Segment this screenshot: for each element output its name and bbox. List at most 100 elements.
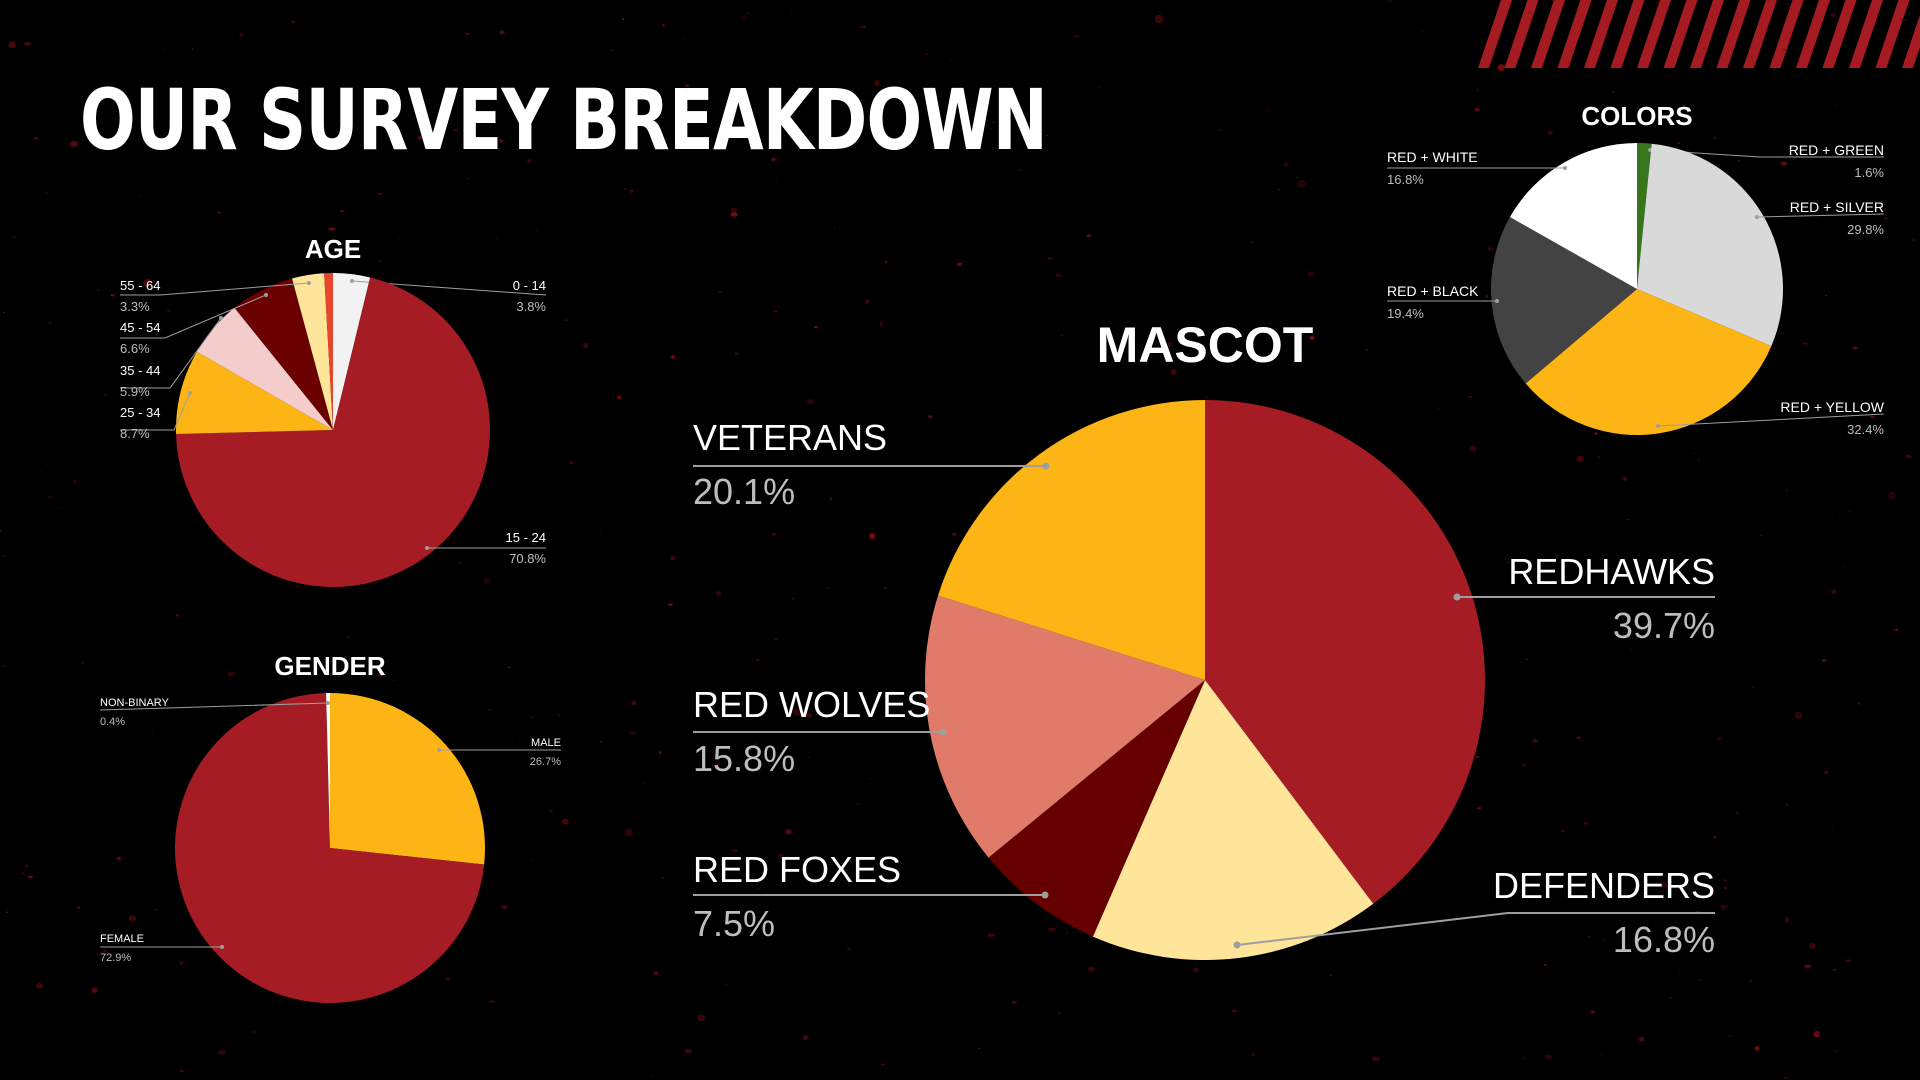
speckle	[1714, 136, 1716, 139]
speckle	[1204, 395, 1208, 398]
speckle	[1306, 1035, 1308, 1037]
mascot-leader-dot	[939, 728, 947, 736]
stripe	[1716, 0, 1751, 68]
speckle	[834, 662, 836, 664]
mascot-slice-red-wolves	[925, 595, 1205, 858]
speckle	[70, 146, 72, 148]
speckle	[483, 577, 490, 585]
stripe	[1531, 0, 1565, 68]
speckle	[151, 732, 154, 733]
speckle	[1047, 927, 1057, 932]
stripe	[1875, 0, 1910, 68]
mascot-slice-redhawks	[1205, 400, 1485, 904]
mascot-slice-label: REDHAWKS	[1508, 551, 1715, 592]
speckle	[1785, 803, 1789, 806]
speckle	[166, 308, 171, 313]
speckle	[1900, 18, 1907, 22]
gender-slice-label: MALE	[531, 737, 561, 749]
speckle	[1838, 517, 1840, 519]
speckle	[1713, 835, 1716, 839]
speckle	[564, 319, 568, 321]
speckle	[148, 438, 150, 440]
speckle	[23, 42, 31, 46]
speckle	[1911, 237, 1916, 242]
speckle	[1469, 445, 1477, 452]
speckle	[467, 178, 470, 180]
speckle	[950, 59, 953, 62]
speckle	[1102, 153, 1104, 155]
speckle	[668, 603, 673, 606]
age-leader-line	[120, 392, 191, 431]
speckle	[1507, 561, 1511, 564]
age-slice-label: 15 - 24	[506, 530, 546, 545]
gender-slice-label: NON-BINARY	[100, 697, 170, 709]
speckle	[1526, 658, 1528, 661]
speckle	[1091, 948, 1094, 949]
speckle	[399, 237, 401, 239]
speckle	[81, 661, 85, 665]
speckle	[402, 650, 405, 652]
speckle	[104, 47, 107, 49]
speckle	[1307, 271, 1315, 277]
speckle	[773, 310, 778, 313]
age-leader-dot	[425, 546, 429, 550]
speckle	[1728, 1034, 1732, 1038]
speckle	[1735, 811, 1739, 814]
corner-stripes	[1478, 0, 1920, 68]
speckle	[857, 340, 860, 343]
gender-leader-line	[99, 702, 329, 711]
speckle	[1532, 738, 1538, 743]
mascot-slice-label: DEFENDERS	[1493, 865, 1715, 906]
speckle	[1702, 47, 1706, 49]
age-slice-value: 6.6%	[120, 341, 150, 356]
speckle	[1838, 1049, 1840, 1051]
speckle	[227, 1040, 229, 1042]
mascot-leader-dot	[1042, 462, 1050, 470]
colors-slice-red-black	[1490, 217, 1637, 384]
speckle	[1519, 954, 1522, 956]
speckle	[1635, 580, 1637, 582]
speckle	[1785, 3, 1787, 5]
speckle	[1832, 968, 1837, 971]
speckle	[1086, 234, 1091, 238]
speckle	[1869, 415, 1875, 419]
speckle	[465, 32, 470, 35]
speckle	[1388, 0, 1393, 3]
speckle	[582, 342, 589, 349]
colors-slice-value: 32.4%	[1847, 422, 1884, 437]
speckle	[1209, 86, 1212, 88]
speckle	[631, 701, 637, 706]
stripe	[1584, 0, 1618, 68]
gender-leader-dot	[220, 945, 224, 949]
speckle	[776, 678, 778, 679]
speckle	[1825, 294, 1827, 297]
speckle	[849, 617, 852, 618]
speckle	[1453, 149, 1455, 151]
speckle	[867, 425, 870, 427]
speckle	[1845, 959, 1851, 962]
speckle	[782, 186, 785, 188]
speckle	[176, 614, 180, 617]
speckle	[744, 533, 746, 535]
speckle	[1631, 525, 1634, 527]
speckle	[1555, 554, 1559, 557]
colors-slice-label: RED + BLACK	[1387, 283, 1479, 299]
speckle	[1576, 455, 1584, 462]
speckle	[771, 532, 777, 536]
speckle	[1551, 472, 1553, 474]
speckle	[794, 898, 797, 900]
speckle	[868, 533, 876, 539]
speckle	[1267, 109, 1270, 111]
speckle	[1217, 128, 1222, 131]
speckle	[1626, 518, 1631, 521]
speckle	[730, 207, 738, 213]
speckle	[1857, 702, 1861, 705]
speckle	[1, 665, 5, 668]
speckle	[884, 260, 888, 264]
speckle	[1011, 1000, 1018, 1004]
age-slice-25-34	[176, 351, 333, 434]
speckle	[1831, 589, 1837, 594]
mascot-slice-veterans	[938, 400, 1205, 680]
speckle	[792, 97, 796, 101]
gender-slice-male	[330, 693, 486, 865]
